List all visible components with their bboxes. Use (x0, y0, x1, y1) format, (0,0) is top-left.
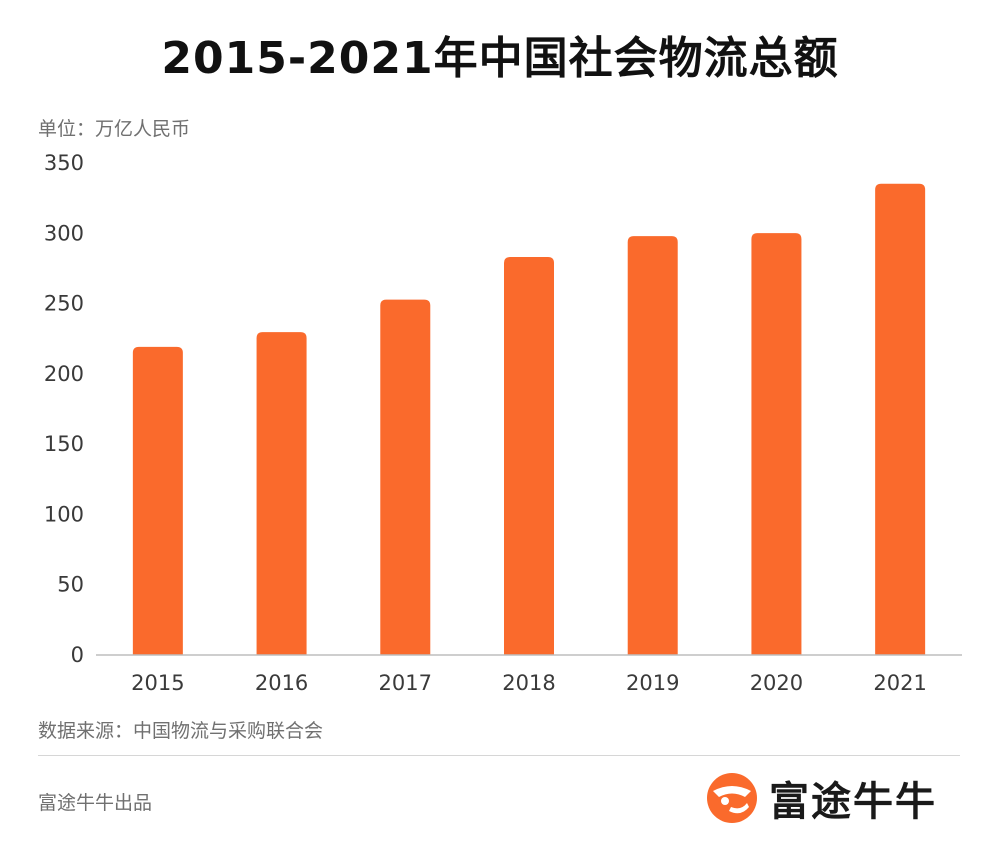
bar-2019 (627, 236, 678, 655)
x-tick-label: 2021 (873, 671, 926, 695)
y-tick-label: 100 (44, 502, 84, 526)
y-tick-label: 0 (71, 643, 84, 667)
unit-label: 单位：万亿人民币 (38, 118, 191, 140)
footer-divider (38, 755, 960, 756)
y-tick-label: 150 (44, 432, 84, 456)
bar-2015 (132, 346, 183, 655)
x-tick-label: 2016 (255, 671, 308, 695)
brand-name: 富途牛牛 (769, 779, 937, 825)
y-axis-ticks: 0 50 100 150 200 250 300 350 (44, 151, 84, 667)
brand-logo: 富途牛牛 (705, 769, 963, 827)
chart-title: 2015-2021年中国社会物流总额 (161, 33, 839, 84)
x-tick-label: 2015 (131, 671, 184, 695)
bar-2020 (751, 233, 802, 655)
bar-2017 (380, 299, 431, 655)
y-tick-label: 250 (44, 292, 84, 316)
x-tick-label: 2017 (379, 671, 432, 695)
x-tick-label: 2018 (502, 671, 555, 695)
bar-2021 (875, 183, 926, 655)
y-tick-label: 300 (44, 221, 84, 245)
x-tick-label: 2020 (750, 671, 803, 695)
futu-bull-logo-icon (707, 773, 757, 823)
x-axis-ticks: 2015 2016 2017 2018 2019 2020 2021 (131, 671, 927, 695)
producer-label: 富途牛牛出品 (38, 792, 153, 814)
y-tick-label: 350 (44, 151, 84, 175)
source-label: 数据来源：中国物流与采购联合会 (38, 720, 324, 742)
bar-2018 (504, 257, 554, 655)
bar-2016 (256, 332, 307, 655)
y-tick-label: 50 (57, 573, 84, 597)
y-tick-label: 200 (44, 362, 84, 386)
bars (132, 183, 926, 655)
x-tick-label: 2019 (626, 671, 679, 695)
